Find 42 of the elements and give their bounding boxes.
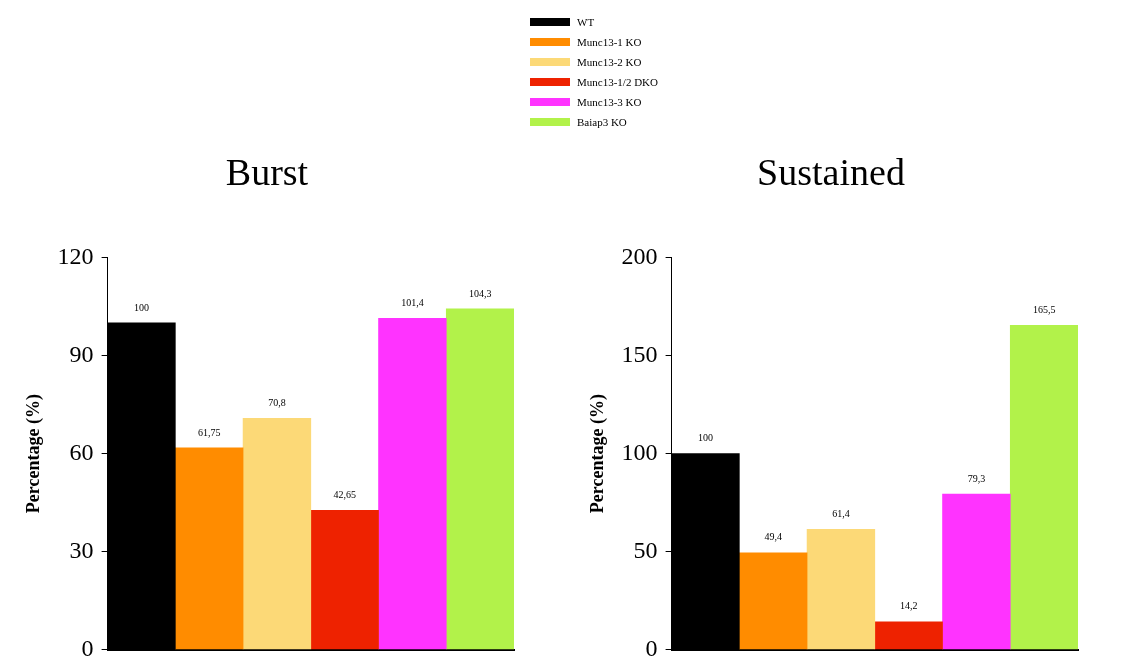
- bar: [242, 417, 312, 650]
- data-label: 101,4: [401, 296, 424, 308]
- legend-label: Munc13-2 KO: [577, 56, 642, 68]
- y-tick-label: 100: [621, 438, 658, 465]
- bar: [739, 552, 808, 650]
- bar: [445, 308, 514, 650]
- chart-title: Sustained: [757, 150, 905, 193]
- bar: [806, 528, 876, 650]
- data-label: 14,2: [899, 600, 918, 612]
- y-tick-label: 150: [621, 340, 658, 367]
- y-tick-label: 90: [69, 340, 94, 367]
- legend-label: Munc13-1 KO: [577, 36, 642, 48]
- chart-title: Burst: [225, 150, 309, 193]
- y-tick-label: 200: [621, 242, 658, 269]
- y-axis-title: Percentage (%): [587, 394, 609, 514]
- data-label: 61,75: [197, 426, 221, 438]
- y-tick-label: 120: [57, 242, 94, 269]
- data-label: 100: [697, 432, 713, 444]
- legend-label: Baiap3 KO: [577, 116, 627, 128]
- y-tick-label: 0: [81, 634, 94, 661]
- bar: [310, 509, 379, 650]
- y-axis-title: Percentage (%): [23, 394, 45, 514]
- y-tick-label: 50: [633, 536, 658, 563]
- data-label: 70,8: [268, 396, 286, 408]
- legend-label: Munc13-3 KO: [577, 96, 642, 108]
- data-label: 165,5: [1032, 303, 1056, 315]
- data-label: 42,65: [333, 488, 356, 500]
- bar: [175, 447, 244, 650]
- legend-label: WT: [577, 16, 595, 28]
- data-label: 104,3: [468, 287, 492, 299]
- bar: [942, 493, 1011, 650]
- bar: [1009, 324, 1078, 650]
- bar: [378, 318, 447, 650]
- y-tick-label: 0: [645, 634, 658, 661]
- y-tick-label: 60: [69, 438, 94, 465]
- bar: [874, 621, 943, 650]
- y-tick-label: 30: [69, 536, 94, 563]
- data-label: 100: [133, 301, 149, 313]
- data-label: 79,3: [967, 472, 986, 484]
- legend-label: Munc13-1/2 DKO: [577, 76, 658, 88]
- data-label: 61,4: [832, 507, 850, 519]
- data-label: 49,4: [764, 531, 782, 543]
